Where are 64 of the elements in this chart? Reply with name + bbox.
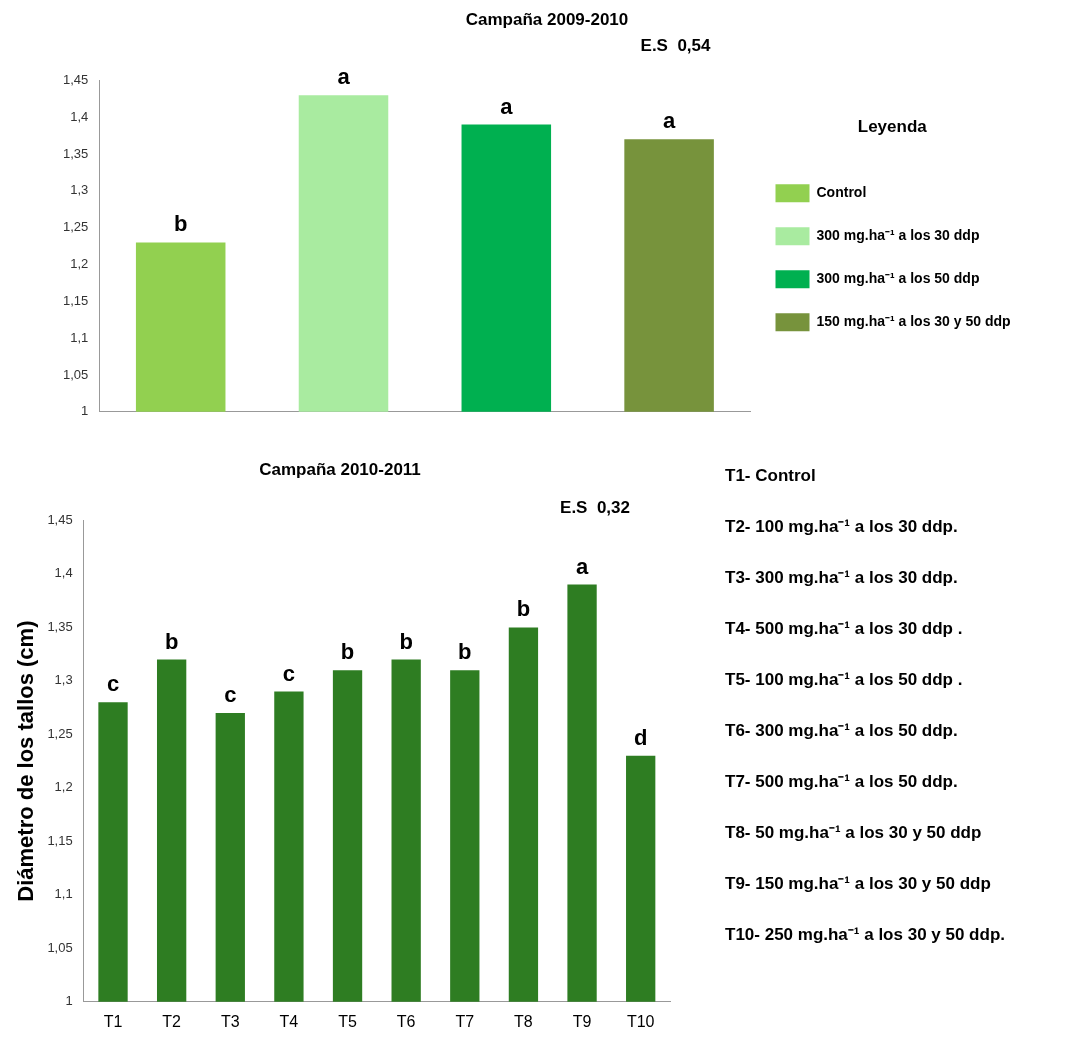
y-tick-label: 1,15	[47, 832, 73, 848]
y-tick-label: 1,15	[62, 292, 89, 308]
data-label: d	[633, 724, 648, 750]
y-tick-label: 1,3	[70, 182, 89, 198]
text: T3- 300 mg.ha⁻¹ a los 30 ddp.	[725, 567, 959, 589]
y-tick-label: 1,25	[47, 725, 73, 741]
data-label: b	[173, 211, 188, 237]
legend-title: Leyenda	[857, 116, 928, 136]
text: T9- 150 mg.ha⁻¹ a los 30 y 50 ddp	[725, 873, 992, 895]
y-tick-label: 1,05	[62, 366, 89, 382]
y-tick-label: 1,25	[62, 219, 89, 235]
chart-title: Campaña 2009-2010	[465, 9, 629, 29]
text: T7- 500 mg.ha⁻¹ a los 50 ddp.	[725, 771, 959, 793]
chart-title: Campaña 2010-2011	[259, 459, 421, 479]
data-label: b	[516, 596, 531, 622]
data-label: a	[337, 64, 351, 90]
x-tick-label: T1	[103, 1012, 123, 1030]
x-tick-label: T10	[626, 1012, 655, 1030]
x-tick-label: T5	[338, 1012, 357, 1030]
y-tick-label: 1,4	[54, 565, 73, 581]
y-axis-title: Diámetro de los tallos (cm)	[13, 620, 39, 902]
text: T10- 250 mg.ha⁻¹ a los 30 y 50 ddp.	[725, 924, 1006, 946]
x-tick-label: T9	[572, 1012, 592, 1030]
x-tick-label: T4	[279, 1012, 299, 1030]
x-tick-label: T6	[396, 1012, 416, 1030]
text: T4- 500 mg.ha⁻¹ a los 30 ddp .	[725, 618, 964, 640]
text: T6- 300 mg.ha⁻¹ a los 50 ddp.	[725, 720, 959, 742]
text: T2- 100 mg.ha⁻¹ a los 30 ddp.	[725, 516, 959, 538]
y-tick-label: 1,1	[54, 886, 73, 902]
data-label: c	[224, 682, 237, 708]
data-label: a	[662, 108, 676, 134]
text: E.S 0,54	[640, 36, 712, 56]
y-tick-label: 1,3	[54, 672, 73, 688]
y-tick-label: 1,4	[70, 108, 89, 124]
data-label: b	[399, 628, 413, 654]
legend-label: 300 mg.ha⁻¹ a los 50 ddp	[816, 270, 980, 287]
legend-label: 150 mg.ha⁻¹ a los 30 y 50 ddp	[816, 313, 1011, 330]
y-tick-label: 1,2	[70, 256, 89, 272]
text: T8- 50 mg.ha⁻¹ a los 30 y 50 ddp	[725, 822, 983, 844]
x-tick-label: T7	[455, 1012, 475, 1030]
y-tick-label: 1,35	[62, 145, 89, 161]
y-tick-label: 1,35	[47, 618, 73, 634]
text: T5- 100 mg.ha⁻¹ a los 50 ddp .	[725, 669, 964, 691]
data-label: b	[340, 639, 355, 665]
text: E.S 0,32	[560, 498, 630, 518]
y-tick-label: 1,45	[47, 511, 73, 527]
y-tick-label: 1,45	[62, 71, 89, 87]
y-tick-label: 1	[81, 403, 89, 419]
y-tick-label: 1,1	[70, 329, 89, 345]
text: T1- Control	[725, 465, 817, 487]
data-label: a	[500, 93, 514, 119]
data-label: a	[575, 553, 589, 579]
data-label: b	[164, 628, 179, 654]
y-tick-label: 1,2	[54, 779, 73, 795]
legend-label: Control	[816, 184, 867, 201]
data-label: b	[458, 639, 472, 665]
data-label: c	[282, 660, 296, 686]
x-tick-label: T3	[220, 1012, 240, 1030]
data-label: c	[106, 671, 120, 697]
y-tick-label: 1,05	[47, 939, 73, 955]
legend-label: 300 mg.ha⁻¹ a los 30 ddp	[816, 227, 980, 244]
x-tick-label: T8	[514, 1012, 533, 1030]
y-tick-label: 1	[65, 993, 73, 1009]
x-tick-label: T2	[162, 1012, 182, 1030]
